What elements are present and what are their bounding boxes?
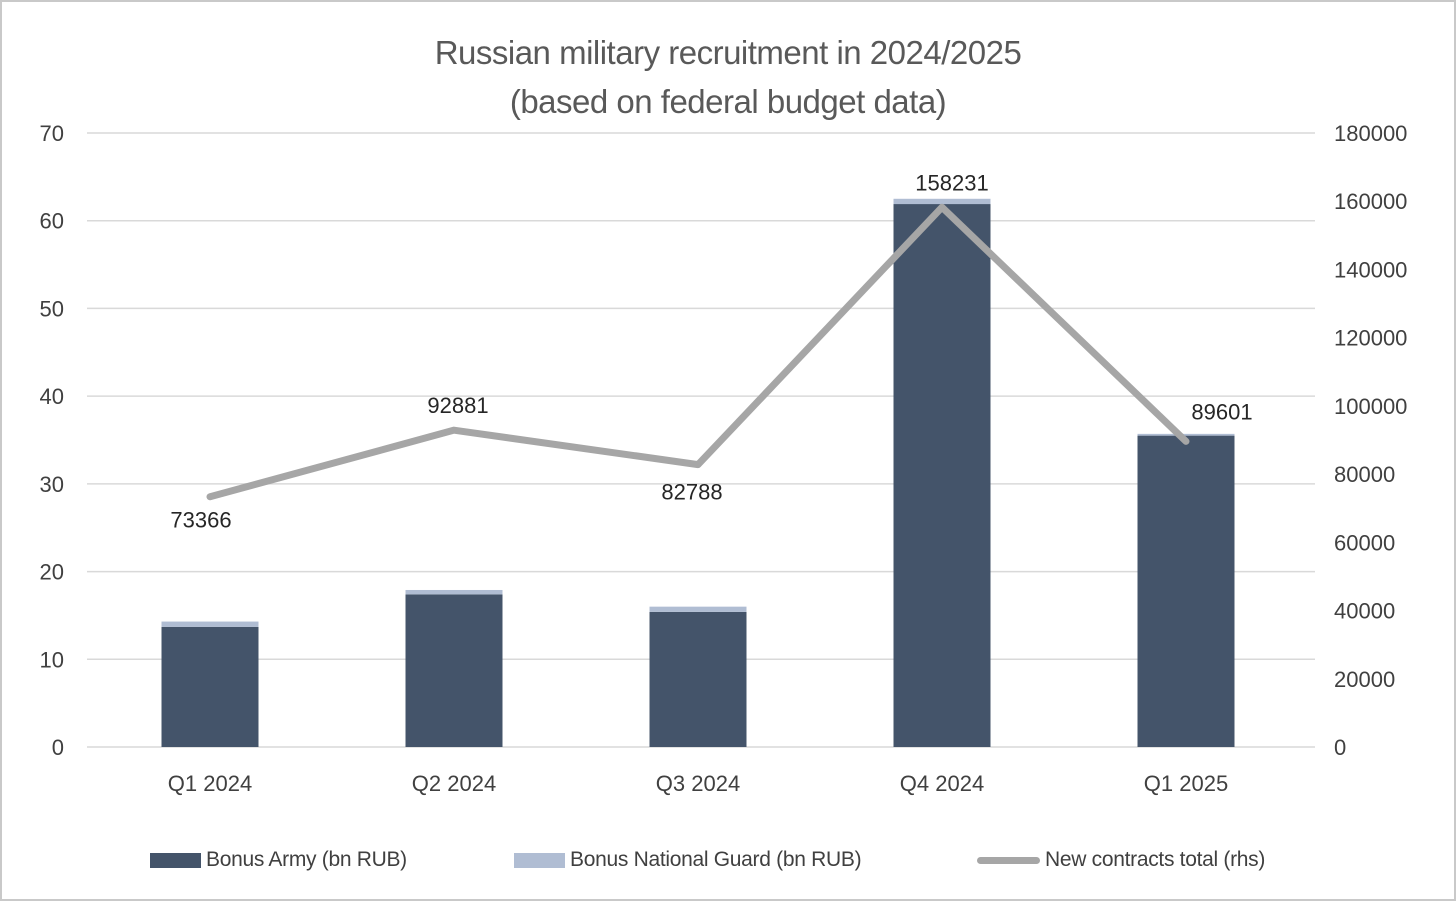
- chart-title-line1: Russian military recruitment in 2024/202…: [434, 34, 1022, 71]
- right-axis-tick-label: 180000: [1334, 121, 1407, 146]
- bar-segment-bonus-army: [161, 626, 259, 747]
- legend-item-bonus-national-guard: Bonus National Guard (bn RUB): [514, 842, 862, 878]
- bar-segment-bonus-national-guard: [405, 589, 503, 595]
- bar-segment-bonus-national-guard: [649, 606, 747, 612]
- right-axis-tick-label: 140000: [1334, 257, 1407, 282]
- right-axis-tick-label: 20000: [1334, 667, 1395, 692]
- chart-title: Russian military recruitment in 2024/202…: [2, 28, 1454, 126]
- legend-swatch-bonus-national-guard-icon: [514, 852, 565, 868]
- point-label-new-contracts: 92881: [427, 393, 488, 418]
- legend-label-bonus-national-guard: Bonus National Guard (bn RUB): [570, 848, 862, 871]
- right-axis-tick-label: 60000: [1334, 530, 1395, 555]
- right-axis-tick-label: 40000: [1334, 599, 1395, 624]
- left-axis-tick-label: 70: [40, 121, 64, 146]
- bar-segment-bonus-national-guard: [893, 198, 991, 205]
- line-series-new-contracts: [206, 203, 1190, 501]
- x-axis-label: Q3 2024: [656, 771, 740, 796]
- bar-segment-bonus-national-guard: [161, 621, 259, 627]
- legend-item-new-contracts: New contracts total (rhs): [977, 842, 1265, 878]
- left-axis-tick-label: 0: [52, 735, 64, 760]
- point-label-new-contracts: 73366: [170, 508, 231, 533]
- bar-segment-bonus-army: [893, 204, 991, 747]
- left-axis-tick-label: 30: [40, 472, 64, 497]
- x-axis-label: Q1 2024: [168, 771, 252, 796]
- right-axis-tick-label: 160000: [1334, 189, 1407, 214]
- right-axis-tick-label: 0: [1334, 735, 1346, 760]
- legend-swatch-bonus-army-icon: [150, 852, 201, 868]
- point-label-new-contracts: 158231: [915, 170, 988, 195]
- left-axis-tick-label: 10: [40, 647, 64, 672]
- bar-segment-bonus-army: [405, 594, 503, 747]
- left-axis-tick-label: 20: [40, 560, 64, 585]
- bar-segment-bonus-army: [1137, 435, 1235, 747]
- legend-swatch-new-contracts-line-icon: [977, 856, 1040, 864]
- legend-label-new-contracts: New contracts total (rhs): [1045, 848, 1266, 871]
- bar-segment-bonus-national-guard: [1137, 433, 1235, 436]
- legend-item-bonus-army: Bonus Army (bn RUB): [150, 842, 407, 878]
- bar-segment-bonus-army: [649, 611, 747, 747]
- left-axis-tick-label: 60: [40, 209, 64, 234]
- chart-title-line2: (based on federal budget data): [509, 83, 947, 120]
- chart-legend: Bonus Army (bn RUB) Bonus National Guard…: [2, 842, 1454, 878]
- x-axis-label: Q4 2024: [900, 771, 984, 796]
- right-axis-tick-label: 120000: [1334, 326, 1407, 351]
- right-axis-tick-label: 100000: [1334, 394, 1407, 419]
- x-axis-label: Q1 2025: [1144, 771, 1228, 796]
- left-axis-tick-label: 50: [40, 296, 64, 321]
- left-axis-tick-label: 40: [40, 384, 64, 409]
- legend-label-bonus-army: Bonus Army (bn RUB): [206, 848, 407, 871]
- point-label-new-contracts: 82788: [661, 480, 722, 505]
- point-label-new-contracts: 89601: [1191, 399, 1252, 424]
- x-axis-label: Q2 2024: [412, 771, 496, 796]
- right-axis-tick-label: 80000: [1334, 462, 1395, 487]
